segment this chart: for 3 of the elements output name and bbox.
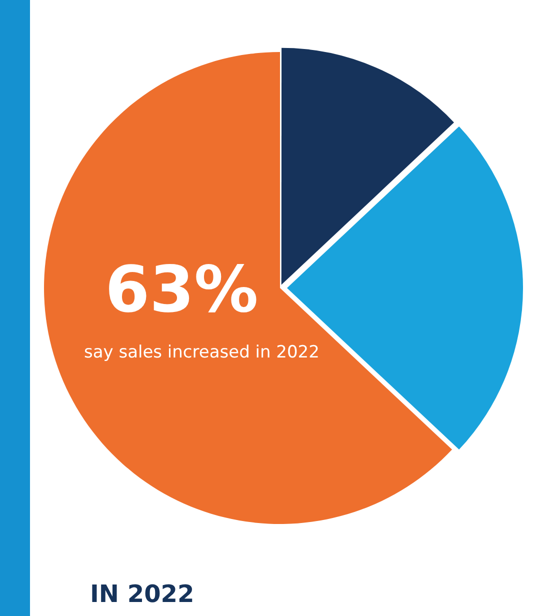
text: IN 2022 [90, 580, 194, 608]
data-label: 63% [105, 253, 258, 328]
text: say sales increased in 2022 [84, 342, 320, 362]
